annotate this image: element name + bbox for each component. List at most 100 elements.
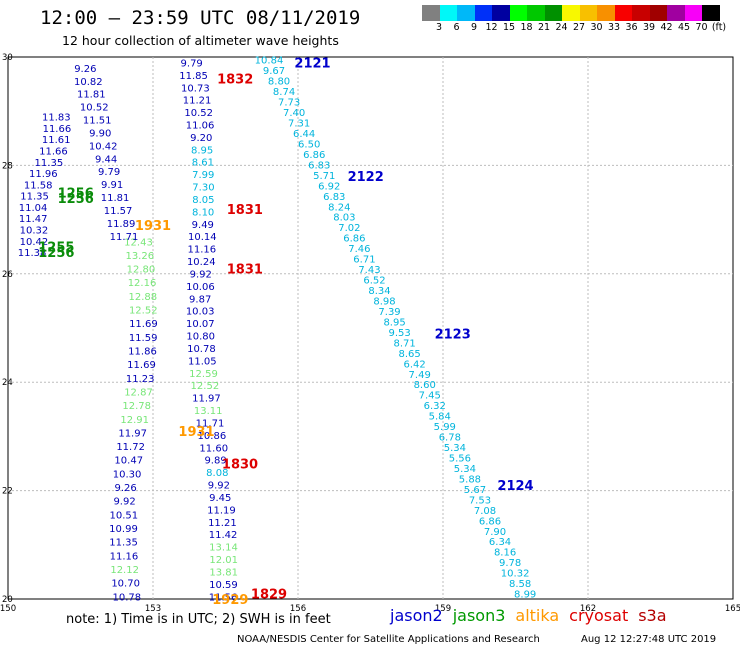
upper-cluster-value: 9.91	[101, 180, 123, 191]
left-track-value: 10.78	[112, 592, 141, 603]
s3a-value: 7.49	[409, 370, 431, 381]
left-track-value: 11.72	[116, 442, 145, 453]
legend-label: (ft)	[711, 22, 727, 33]
s3a-value: 7.40	[283, 108, 305, 119]
left-track-value: 9.26	[115, 483, 137, 494]
x-tick-label: 150	[0, 604, 16, 614]
upper-cluster-value: 11.89	[107, 219, 136, 230]
pass-number-label: 2121	[294, 56, 330, 71]
upper-cluster-value: 10.42	[89, 141, 118, 152]
s3a-value: 8.16	[494, 548, 516, 559]
jason2-value: 10.73	[181, 83, 210, 94]
s3a-value: 6.44	[293, 129, 315, 140]
jason2-value: 10.06	[186, 282, 215, 293]
left-track-value: 10.30	[113, 469, 142, 480]
jason2-value: 11.21	[183, 96, 212, 107]
dark-cluster-value: 11.35	[35, 158, 64, 169]
left-track-value: 10.99	[109, 524, 138, 535]
jason2-value: 11.85	[179, 71, 208, 82]
s3a-value: 6.52	[363, 276, 385, 287]
legend-label: 45	[677, 22, 691, 33]
pass-number-label: 1256	[58, 187, 94, 202]
left-track-value: 11.35	[109, 538, 138, 549]
s3a-value: 8.80	[268, 77, 290, 88]
s3a-value: 10.32	[501, 569, 530, 580]
pass-number-label: 2123	[435, 327, 471, 342]
s3a-value: 8.03	[333, 213, 355, 224]
jason2-value: 11.06	[186, 120, 215, 131]
s3a-value: 6.32	[424, 401, 446, 412]
pass-number-label: 1256	[38, 246, 74, 261]
s3a-value: 5.34	[444, 443, 466, 454]
upper-cluster-value: 10.82	[74, 77, 103, 88]
satellite-legend-s3a: s3a	[638, 606, 667, 625]
s3a-value: 8.65	[399, 349, 421, 360]
s3a-value: 5.99	[434, 422, 456, 433]
left-track-value: 11.16	[110, 551, 139, 562]
s3a-value: 5.88	[459, 474, 481, 485]
x-tick-label: 156	[290, 604, 306, 614]
s3a-value: 7.39	[378, 307, 400, 318]
page-subtitle: 12 hour collection of altimeter wave hei…	[62, 33, 339, 48]
legend-label: 70	[695, 22, 708, 33]
color-scale-labels: 3 6 9 12 15 18 21 24 27 30 33 36 39 42 45 70 (ft)	[422, 22, 740, 34]
legend-label: 42	[660, 22, 673, 33]
legend-swatch	[597, 5, 615, 21]
jason2-value: 10.24	[187, 257, 216, 268]
jason2-value: 11.05	[188, 356, 217, 367]
s3a-value: 7.53	[469, 495, 491, 506]
dark-cluster-value: 11.58	[24, 180, 53, 191]
s3a-value: 7.46	[348, 244, 370, 255]
legend-swatch	[422, 5, 440, 21]
s3a-value: 6.78	[439, 433, 461, 444]
s3a-value: 8.34	[368, 286, 390, 297]
jason2-value: 11.19	[207, 505, 236, 516]
pass-number-label: 1931	[178, 425, 214, 440]
legend-swatch	[439, 5, 457, 21]
dark-cluster-value: 10.32	[20, 226, 49, 237]
jason2-value: 11.42	[209, 530, 238, 541]
dark-cluster-value: 10.42	[20, 237, 49, 248]
left-track-value: 12.12	[110, 565, 139, 576]
s3a-value: 7.02	[338, 223, 360, 234]
upper-cluster-value: 10.52	[80, 103, 109, 114]
footnote: note: 1) Time is in UTC; 2) SWH is in fe…	[66, 612, 331, 627]
jason2-value: 12.59	[189, 369, 218, 380]
upper-cluster-value: 9.44	[95, 154, 117, 165]
dark-cluster-value: 11.47	[19, 214, 48, 225]
left-track-value: 12.16	[128, 278, 157, 289]
satellite-legend-cryosat: cryosat	[569, 606, 629, 625]
pass-number-label: 2122	[348, 170, 384, 185]
s3a-value: 8.74	[273, 87, 295, 98]
generated-timestamp: Aug 12 12:27:48 UTC 2019	[581, 634, 717, 645]
legend-swatch	[509, 5, 527, 21]
upper-cluster-value: 11.57	[104, 206, 133, 217]
left-track-value: 11.59	[129, 333, 158, 344]
x-tick-label: 165	[725, 604, 740, 614]
jason2-value: 9.79	[181, 58, 203, 69]
jason2-value: 11.56	[209, 592, 238, 603]
s3a-value: 7.31	[288, 119, 310, 130]
pass-number-label: 1255	[38, 241, 74, 256]
jason2-value: 9.89	[204, 456, 226, 467]
left-track-value: 11.69	[129, 319, 158, 330]
dark-cluster-value: 11.83	[42, 113, 71, 124]
s3a-value: 8.60	[414, 380, 436, 391]
dark-cluster-value: 11.38	[18, 248, 47, 259]
legend-swatch	[649, 5, 667, 21]
jason2-value: 9.87	[189, 294, 211, 305]
jason2-value: 10.07	[186, 319, 215, 330]
legend-label: 36	[625, 22, 638, 33]
legend-swatch	[684, 5, 702, 21]
jason2-value: 9.20	[190, 133, 212, 144]
jason2-value: 10.52	[184, 108, 213, 119]
s3a-value: 5.67	[464, 485, 486, 496]
jason2-value: 11.16	[187, 245, 216, 256]
s3a-value: 7.90	[484, 527, 506, 538]
s3a-value: 8.58	[509, 579, 531, 590]
jason2-value: 8.10	[192, 207, 214, 218]
jason2-value: 11.21	[208, 518, 237, 529]
legend-swatch	[492, 5, 510, 21]
x-tick-label: 162	[580, 604, 596, 614]
s3a-value: 8.95	[383, 317, 405, 328]
